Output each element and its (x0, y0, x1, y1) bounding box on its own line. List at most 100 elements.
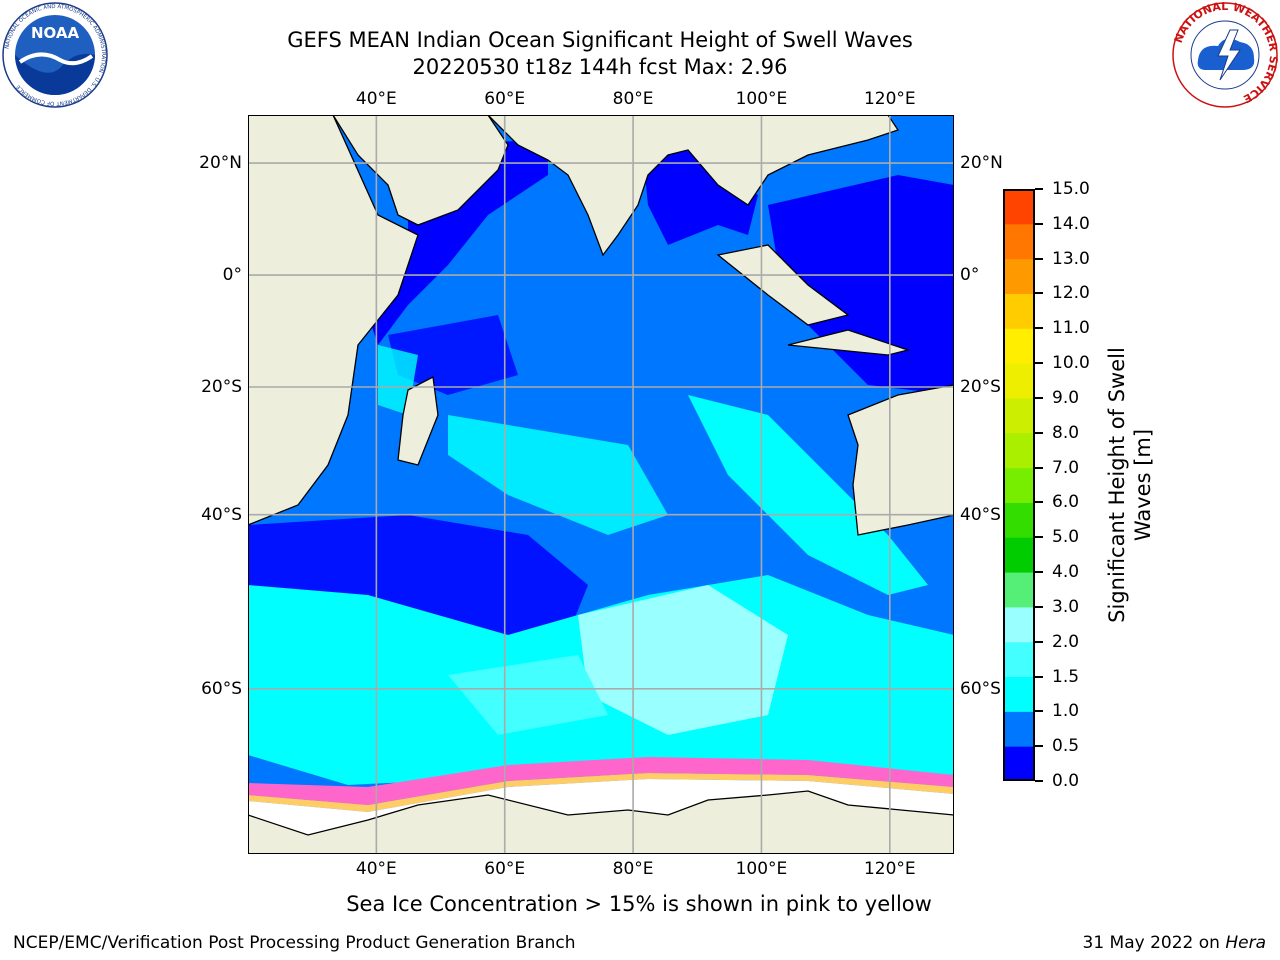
colorbar-tick-mark (1035, 466, 1043, 469)
swell-region-low-east (768, 175, 954, 395)
colorbar-tick-label: 2.0 (1052, 631, 1080, 652)
land-africa (248, 115, 419, 526)
colorbar-segment (1003, 676, 1035, 712)
land-madagascar (397, 375, 439, 466)
land-australia (847, 384, 954, 536)
colorbar-tick-label: 15.0 (1052, 179, 1090, 199)
colorbar-tick-label: 6.0 (1052, 492, 1080, 513)
colorbar-segment (1003, 641, 1035, 678)
land-antarctica (248, 790, 954, 854)
lat-tick-right: 60°S (960, 678, 1001, 699)
colorbar-tick-label: 8.0 (1052, 422, 1080, 443)
colorbar-tick-mark (1035, 780, 1043, 782)
sea-ice-note: Sea Ice Concentration > 15% is shown in … (346, 892, 932, 916)
colorbar-tick-label: 1.0 (1052, 701, 1080, 722)
colorbar-tick-label: 7.0 (1052, 457, 1080, 478)
footer-host: Hera (1225, 933, 1266, 953)
swell-region-high (578, 585, 788, 735)
colorbar-segment (1003, 328, 1035, 364)
colorbar-tick-mark (1035, 675, 1043, 678)
swell-region-cyan-central (448, 415, 668, 535)
lon-tick-top: 40°E (355, 89, 397, 109)
swell-region-low-bengal (643, 145, 758, 245)
colorbar-segment (1003, 223, 1035, 260)
colorbar-tick-mark (1035, 327, 1043, 330)
colorbar-tick-label: 9.0 (1052, 387, 1080, 408)
colorbar-tick-label: 12.0 (1052, 283, 1090, 304)
colorbar-tick-mark (1035, 640, 1043, 643)
swell-region-cyan-east (688, 395, 928, 595)
colorbar-segment (1003, 606, 1035, 643)
colorbar-segment (1003, 189, 1035, 225)
land-java (787, 329, 911, 356)
colorbar-segment (1003, 537, 1035, 573)
colorbar-tick-mark (1035, 188, 1043, 190)
lon-tick-bottom: 80°E (612, 859, 654, 879)
colorbar-tick-mark (1035, 362, 1043, 365)
colorbar-segment (1003, 363, 1035, 399)
chart-subtitle: 20220530 t18z 144h fcst Max: 2.96 (412, 55, 788, 79)
swell-region-low-central (388, 315, 518, 395)
colorbar-segment (1003, 397, 1035, 434)
swell-region-mid (448, 655, 608, 735)
lat-tick-right: 20°S (960, 377, 1001, 397)
lon-tick-bottom: 60°E (484, 859, 526, 879)
colorbar-segment (1003, 711, 1035, 747)
lat-tick-left: 20°N (199, 153, 242, 174)
sea-ice-edge-pink (248, 757, 954, 805)
lat-tick-left: 60°S (201, 678, 242, 699)
colorbar-tick-mark (1035, 501, 1043, 504)
land-sumatra (716, 244, 850, 326)
lon-tick-bottom: 40°E (355, 859, 397, 879)
colorbar-tick-label: 0.5 (1052, 736, 1080, 757)
colorbar-tick-label: 0.0 (1052, 771, 1080, 791)
colorbar-tick-label: 14.0 (1052, 213, 1090, 234)
colorbar-label: Significant Height of Swell Waves [m] (1105, 347, 1155, 623)
lat-tick-left: 0° (222, 265, 242, 286)
colorbar-tick-mark (1035, 605, 1043, 608)
lon-tick-top: 80°E (612, 89, 654, 109)
colorbar-tick-mark (1035, 745, 1043, 748)
lat-tick-right: 20°N (960, 153, 1003, 174)
colorbar-tick-label: 11.0 (1052, 318, 1090, 339)
colorbar-tick-mark (1035, 710, 1043, 713)
colorbar-tick-label: 4.0 (1052, 562, 1080, 583)
lon-tick-bottom: 120°E (863, 859, 916, 879)
colorbar-tick-mark (1035, 536, 1043, 539)
nws-logo: NATIONAL WEATHER SERVICE (1172, 0, 1280, 108)
colorbar-tick-label: 1.5 (1052, 666, 1080, 687)
footer-left: NCEP/EMC/Verification Post Processing Pr… (13, 933, 576, 953)
colorbar-tick-mark (1035, 292, 1043, 295)
colorbar-segment (1003, 432, 1035, 469)
colorbar-tick-label: 10.0 (1052, 353, 1090, 374)
colorbar-segment (1003, 258, 1035, 294)
colorbar-tick-mark (1035, 257, 1043, 260)
noaa-logo: NATIONAL OCEANIC AND ATMOSPHERIC ADMINIS… (2, 2, 108, 108)
lat-tick-right: 40°S (960, 504, 1001, 525)
colorbar-tick-label: 5.0 (1052, 527, 1080, 548)
swell-regions (248, 140, 954, 785)
footer-right: 31 May 2022 on Hera (1083, 933, 1267, 953)
colorbar-tick-mark (1035, 222, 1043, 225)
colorbar-tick-mark (1035, 571, 1043, 574)
colorbar (1003, 189, 1035, 781)
colorbar-segment (1003, 467, 1035, 503)
noaa-logo-text: NOAA (31, 24, 80, 42)
colorbar-segment (1003, 293, 1035, 329)
colorbar-tick-mark (1035, 396, 1043, 399)
swell-height-map (248, 115, 954, 854)
colorbar-segment (1003, 572, 1035, 608)
colorbar-segment (1003, 746, 1035, 781)
footer-date: 31 May 2022 on (1082, 933, 1226, 953)
colorbar-frame (1003, 189, 1035, 781)
lat-tick-left: 20°S (201, 377, 242, 397)
graticule (248, 115, 954, 854)
lat-tick-left: 40°S (201, 504, 242, 525)
land-india-asia (487, 115, 900, 257)
lon-tick-top: 120°E (863, 89, 916, 109)
chart-title: GEFS MEAN Indian Ocean Significant Heigh… (287, 28, 913, 52)
lon-tick-bottom: 100°E (735, 859, 788, 879)
land-arabia (248, 115, 509, 226)
sea-ice-edge-yellow (248, 773, 954, 812)
lat-tick-right: 0° (960, 265, 980, 286)
